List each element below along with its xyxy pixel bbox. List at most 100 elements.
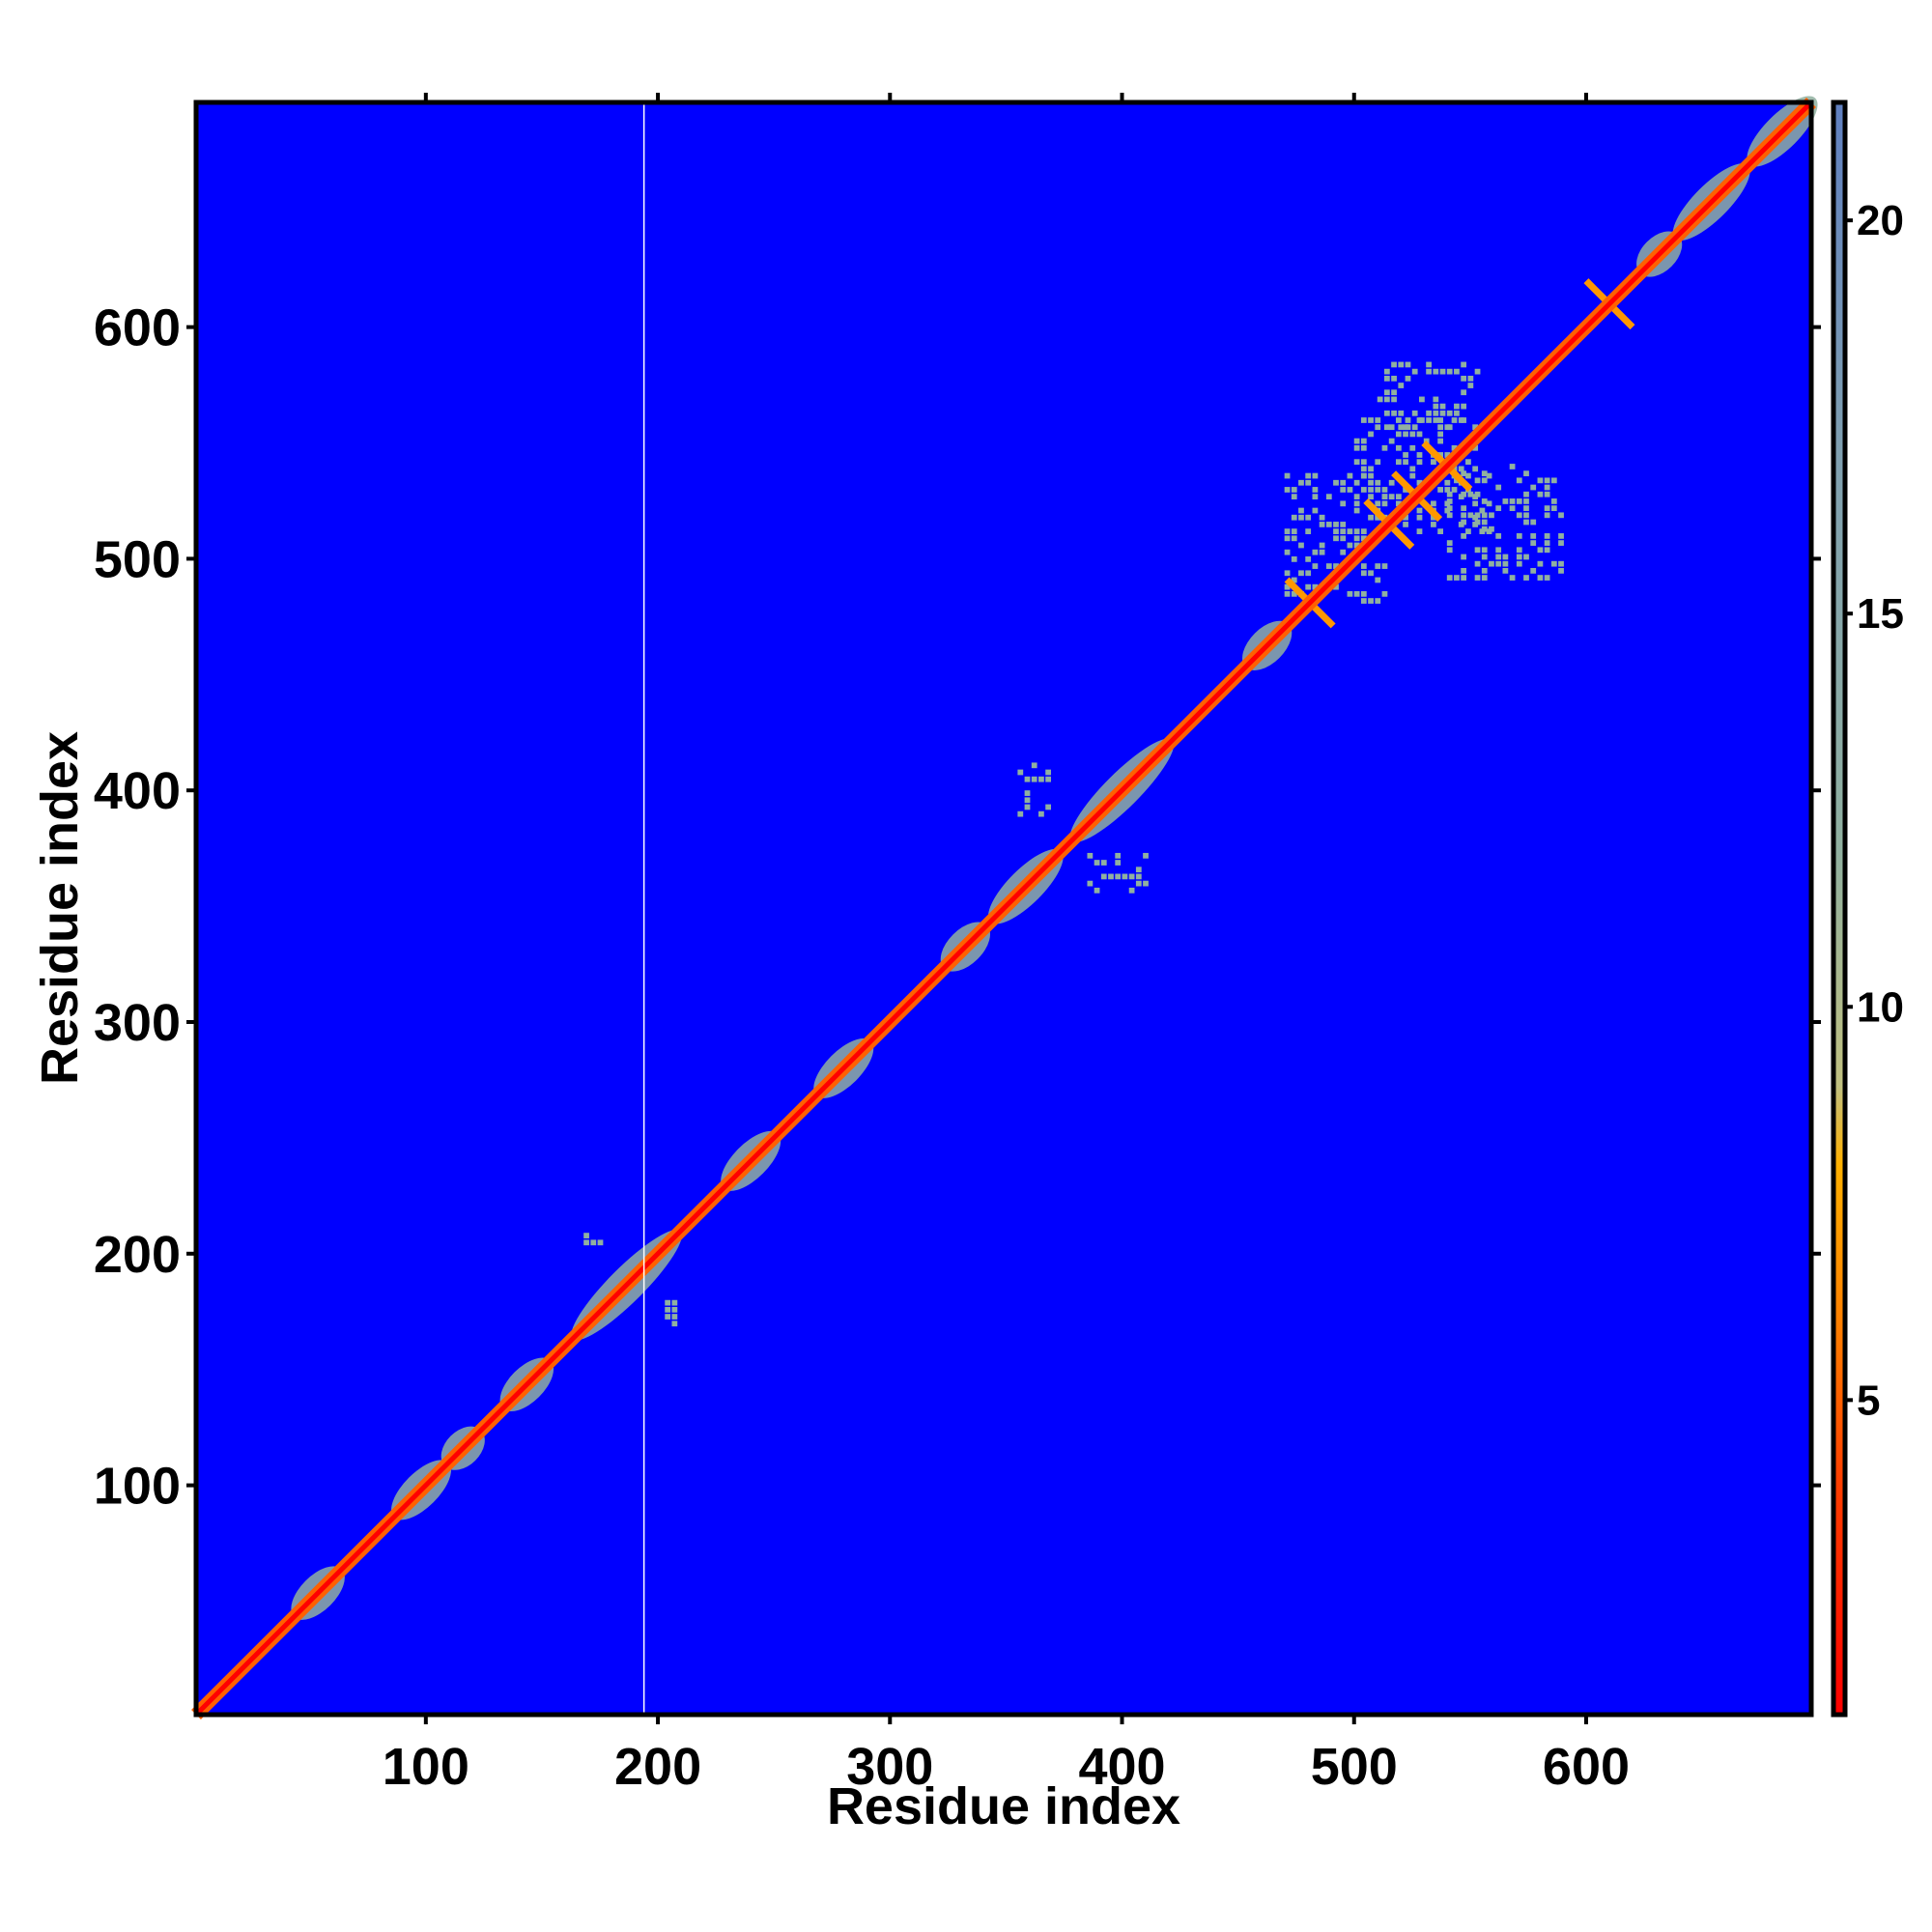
contact-cell xyxy=(1143,880,1149,887)
contact-cell xyxy=(1416,479,1423,486)
contact-cell xyxy=(1437,417,1443,423)
contact-cell xyxy=(1094,887,1100,894)
contact-cell xyxy=(1375,459,1381,466)
plot-area xyxy=(191,96,1818,1719)
contact-cell xyxy=(1405,417,1411,423)
contact-cell xyxy=(1305,556,1312,562)
contact-cell xyxy=(1474,575,1481,581)
contact-cell xyxy=(1045,769,1052,776)
contact-cell xyxy=(1489,560,1494,567)
contact-cell xyxy=(1544,540,1550,546)
contact-cell xyxy=(1305,583,1312,590)
contact-cell xyxy=(1360,472,1367,479)
contact-cell xyxy=(1474,519,1481,526)
contact-cell xyxy=(1558,533,1564,539)
contact-cell xyxy=(1398,383,1405,388)
contact-cell xyxy=(1495,547,1502,554)
contact-cell xyxy=(1537,477,1544,484)
contact-cell xyxy=(1353,438,1360,444)
contact-cell xyxy=(1284,487,1291,493)
contact-cell xyxy=(1451,417,1458,423)
contact-cell xyxy=(1038,810,1044,817)
contact-cell xyxy=(1544,477,1550,484)
contact-cell xyxy=(1530,540,1537,546)
contact-cell xyxy=(1419,417,1425,423)
contact-cell xyxy=(1411,368,1418,375)
contact-cell xyxy=(1391,396,1397,403)
contact-cell xyxy=(1474,547,1481,554)
contact-cell xyxy=(1433,417,1439,423)
contact-cell xyxy=(1409,431,1416,438)
contact-cell xyxy=(1135,867,1142,873)
contact-cell xyxy=(1416,431,1423,438)
contact-cell xyxy=(1523,575,1529,581)
contact-cell xyxy=(1381,494,1388,500)
contact-cell xyxy=(1284,535,1291,542)
contact-cell xyxy=(1474,560,1481,567)
contact-cell xyxy=(1467,491,1474,497)
contact-cell xyxy=(1426,417,1432,423)
x-tick-label: 200 xyxy=(614,1738,701,1796)
contact-cell xyxy=(1419,396,1425,403)
contact-cell xyxy=(1388,479,1395,486)
contact-cell xyxy=(1461,470,1467,477)
contact-cell xyxy=(1509,575,1516,581)
contact-cell xyxy=(1472,466,1479,472)
contact-cell xyxy=(1472,444,1479,451)
contact-cell xyxy=(1509,505,1516,512)
contact-cell xyxy=(1461,361,1467,368)
contact-cell xyxy=(1135,880,1142,887)
contact-cell xyxy=(590,1239,597,1246)
contact-cell xyxy=(1416,459,1423,466)
contact-cell xyxy=(1353,590,1360,597)
contact-cell xyxy=(1340,535,1347,542)
contact-cell xyxy=(1486,500,1492,507)
contact-cell xyxy=(1465,472,1471,479)
contact-cell xyxy=(1461,512,1467,519)
contact-cell xyxy=(1395,494,1402,500)
contact-cell xyxy=(1516,512,1522,519)
contact-cell xyxy=(1115,860,1122,866)
contact-cell xyxy=(671,1321,678,1327)
x-tick-label: 300 xyxy=(846,1738,933,1796)
contact-cell xyxy=(1333,528,1339,534)
contact-cell xyxy=(1454,403,1460,410)
contact-cell xyxy=(1284,472,1291,479)
contact-cell xyxy=(1087,852,1094,859)
contact-cell xyxy=(1353,535,1360,542)
contact-cell xyxy=(1340,500,1347,507)
contact-cell xyxy=(1403,459,1408,466)
contact-cell xyxy=(1395,444,1402,451)
contact-cell xyxy=(1516,533,1522,539)
contact-cell xyxy=(1537,560,1544,567)
contact-cell xyxy=(1398,424,1405,431)
contact-cell xyxy=(1375,417,1381,423)
contact-cell xyxy=(1405,361,1411,368)
contact-cell xyxy=(1312,563,1319,569)
contact-cell xyxy=(1544,505,1550,512)
contact-cell xyxy=(1461,389,1467,396)
contact-cell xyxy=(1472,500,1479,507)
colorbar-tick-label: 15 xyxy=(1857,590,1904,638)
contact-cell xyxy=(1305,479,1312,486)
contact-cell xyxy=(1461,491,1467,497)
contact-cell xyxy=(1451,487,1458,493)
contact-cell xyxy=(1045,804,1052,810)
contact-cell xyxy=(597,1239,604,1246)
contact-cell xyxy=(1481,477,1488,484)
contact-cell xyxy=(1347,487,1353,493)
contact-cell xyxy=(1381,563,1388,569)
contact-cell xyxy=(1284,590,1291,597)
contact-cell xyxy=(1495,560,1502,567)
diagonal-core xyxy=(194,100,1813,1717)
contact-cell xyxy=(1360,598,1367,604)
contact-cell xyxy=(1298,570,1304,577)
contact-cell xyxy=(1024,797,1031,804)
contact-cell xyxy=(1495,554,1502,560)
contact-cell xyxy=(1368,466,1374,472)
colorbar-tick-label: 10 xyxy=(1857,983,1904,1031)
contact-cell xyxy=(1368,479,1374,486)
contact-cell xyxy=(1426,361,1432,368)
contact-cell xyxy=(1312,507,1319,514)
contact-cell xyxy=(1516,554,1522,560)
